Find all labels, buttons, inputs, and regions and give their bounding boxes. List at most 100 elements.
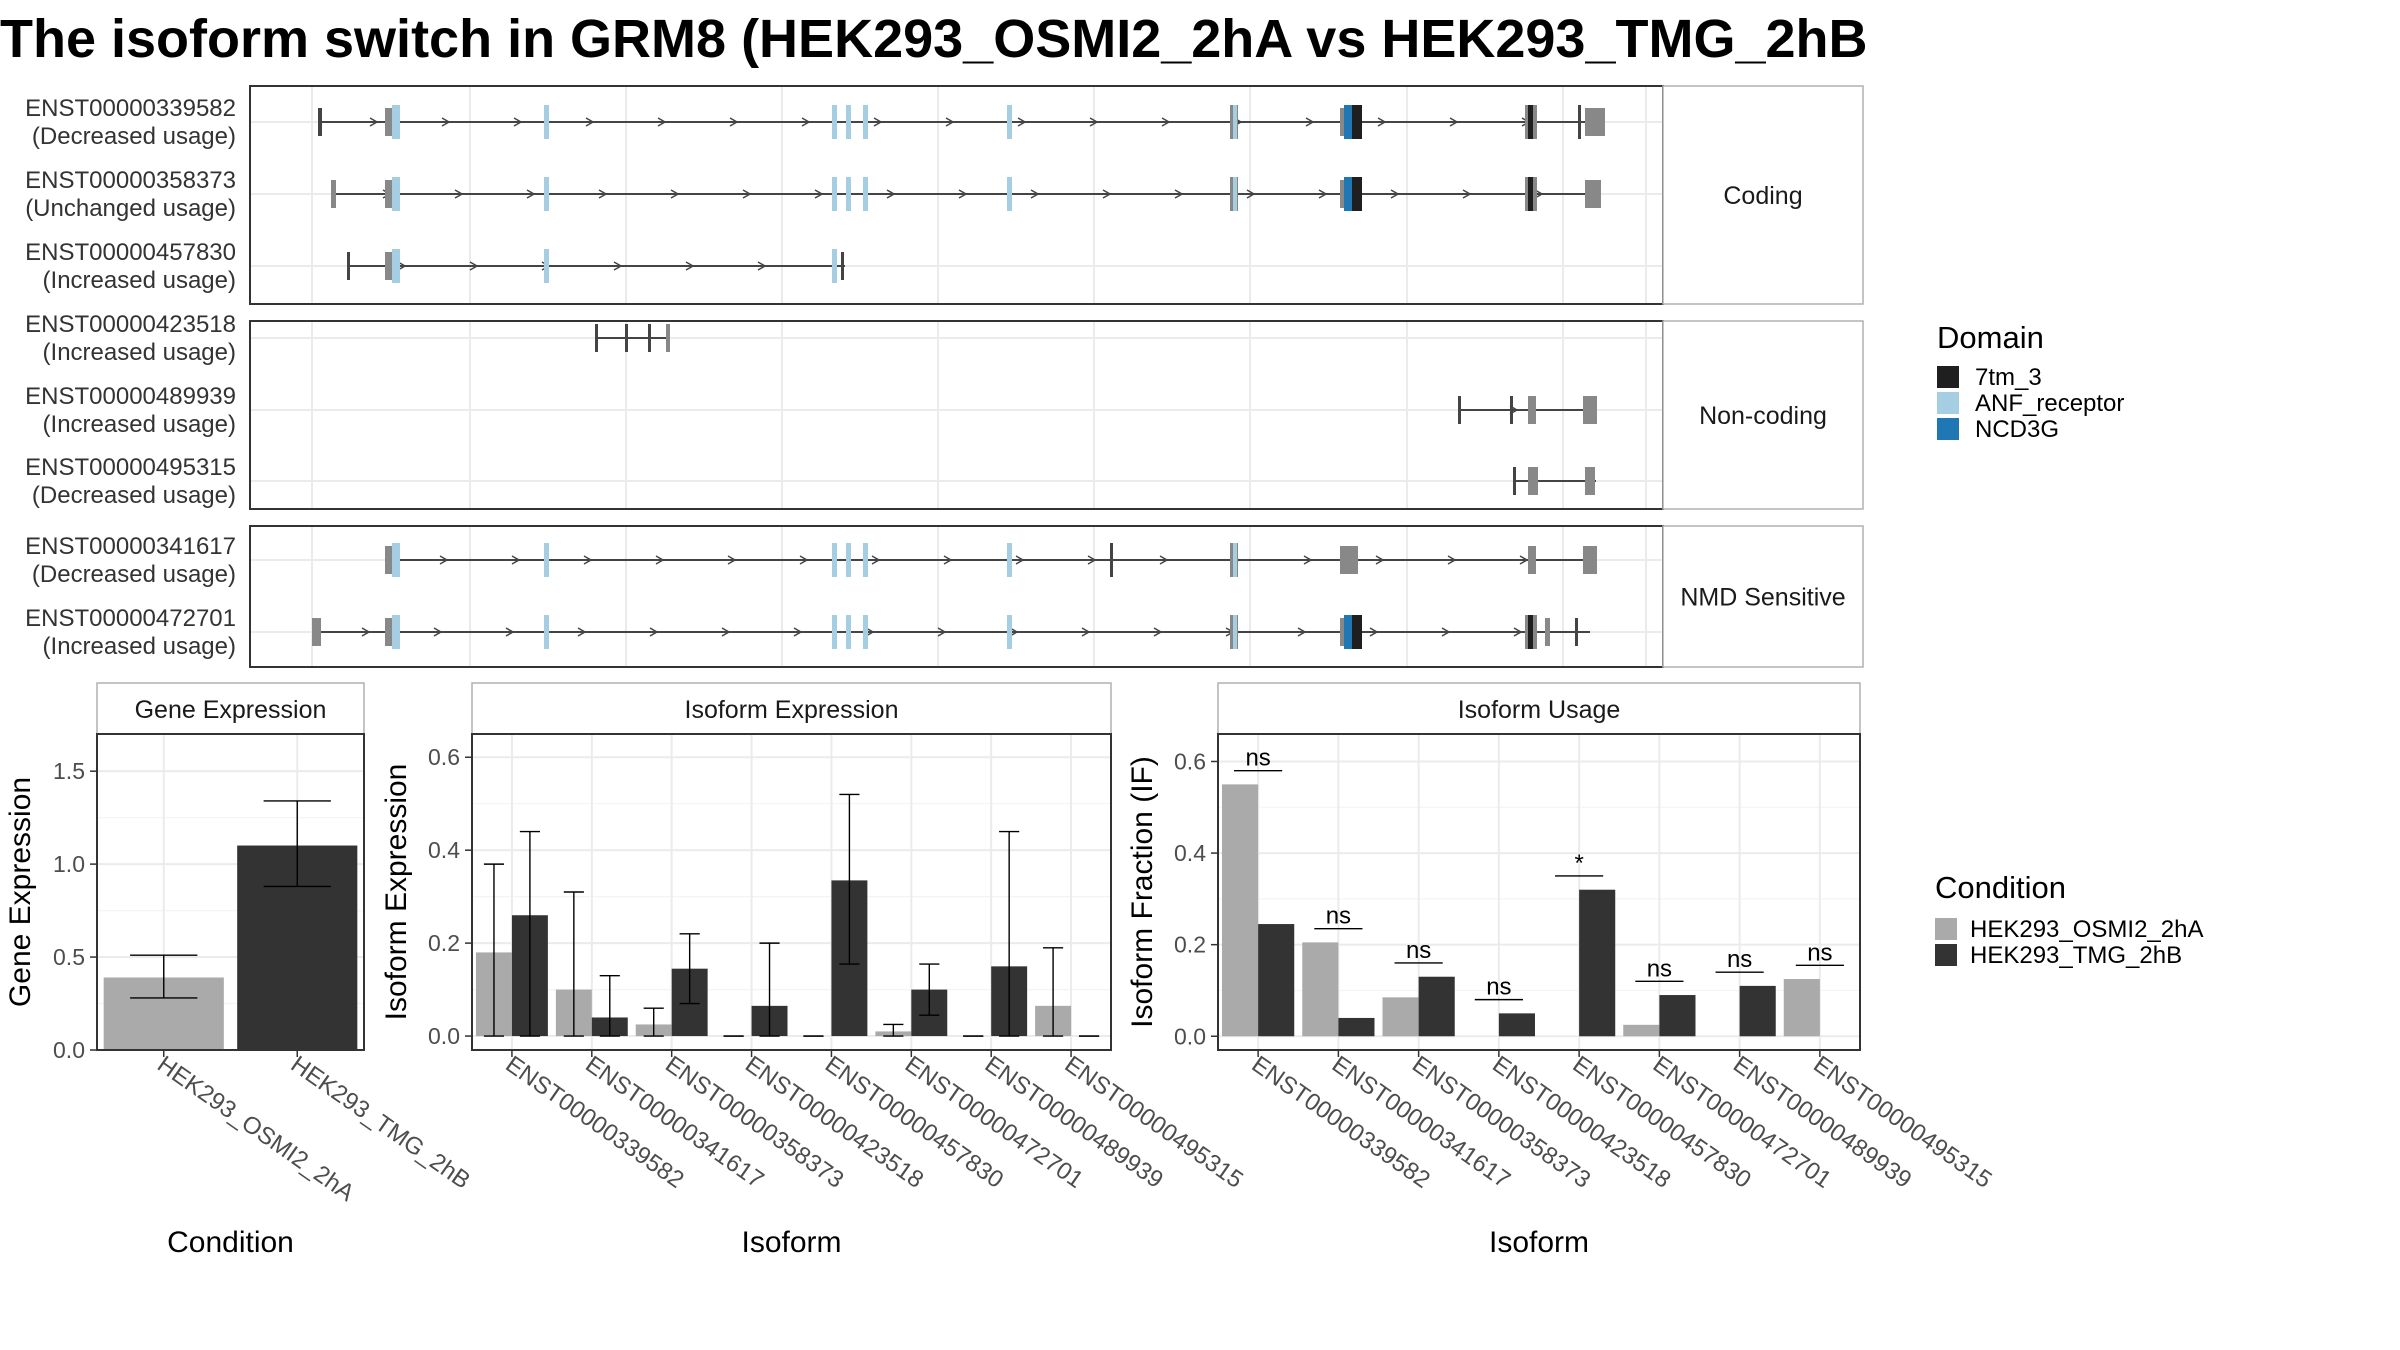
panel-strip (471, 682, 1112, 735)
strand-arrow (1017, 117, 1027, 127)
strand-arrow (397, 261, 407, 271)
bar (1222, 784, 1259, 1037)
strand-arrow (513, 117, 523, 127)
bar (1579, 889, 1616, 1037)
exon-block (832, 177, 837, 211)
isoform-id-label: ENST00000339582 (25, 95, 236, 122)
isoform-usage-label: (Increased usage) (43, 267, 236, 294)
y-tick-label: 0.0 (53, 1037, 85, 1063)
strand-arrow (685, 261, 695, 271)
strand-arrow (655, 555, 665, 565)
exon-block (1578, 105, 1581, 139)
isoform-usage-label: (Decreased usage) (32, 561, 236, 588)
exon-block (392, 543, 400, 577)
strand-arrow (1297, 627, 1307, 637)
isoform-usage-label: (Increased usage) (43, 633, 236, 660)
isoform-track-ENST00000472701: ENST00000472701(Increased usage) (25, 605, 1590, 660)
exon-block (841, 252, 844, 280)
exon-block (544, 249, 549, 283)
strand-arrow (361, 627, 371, 637)
isoform-track-ENST00000457830: ENST00000457830(Increased usage) (25, 239, 845, 294)
exon-block (1583, 396, 1597, 424)
strand-arrow (1159, 555, 1169, 565)
y-tick-label: 0.6 (1174, 748, 1206, 774)
strand-arrow (1513, 627, 1523, 637)
strand-arrow (577, 627, 587, 637)
domain-legend-label: ANF_receptor (1975, 390, 2124, 417)
significance-label: ns (1406, 937, 1431, 964)
condition-legend-swatch (1935, 944, 1957, 966)
domain-legend-swatch (1937, 418, 1959, 440)
domain-legend-swatch (1937, 366, 1959, 388)
strand-arrow (585, 117, 595, 127)
exon-block (312, 618, 321, 646)
strand-arrow (441, 117, 451, 127)
significance-label: * (1574, 850, 1583, 877)
exon-block (846, 543, 851, 577)
bar-panel-isoform-usage: Isoform Usage 0.0 0.2 0.4 0.6 ns ns ns ns * ns ns ns… (1126, 682, 1997, 1259)
exon-block (1352, 615, 1362, 649)
strand-arrow (1161, 117, 1171, 127)
strand-arrow (943, 555, 953, 565)
exon-block (392, 105, 400, 139)
exon-block (1528, 396, 1536, 424)
exon-block (846, 177, 851, 211)
panel-border (96, 733, 365, 1051)
strand-arrow (511, 555, 521, 565)
exon-block (1352, 177, 1362, 211)
isoform-track-ENST00000358373: ENST00000358373(Unchanged usage) (25, 167, 1601, 222)
panel-background (250, 526, 1663, 667)
strand-arrow (439, 555, 449, 565)
bar-panel-isoform-expression: Isoform Expression0.00.20.40.6ENST000003… (380, 682, 1248, 1259)
exon-block (544, 615, 549, 649)
exon-block (832, 543, 837, 577)
exon-block (1344, 105, 1352, 139)
panel-border (1217, 733, 1861, 1051)
strand-arrow (1089, 117, 1099, 127)
strand-arrow (1305, 117, 1315, 127)
exon-block (1352, 105, 1362, 139)
exon-block (1344, 177, 1352, 211)
panel-strip (96, 682, 365, 735)
exon-block (1510, 396, 1513, 424)
strand-arrow (1449, 117, 1459, 127)
panel-strip-label: Non-coding (1699, 402, 1827, 430)
isoform-track-ENST00000489939: ENST00000489939(Increased usage) (25, 383, 1597, 438)
y-tick-label: 0.4 (428, 837, 460, 863)
x-axis-title: Condition (167, 1226, 294, 1259)
exon-block (1233, 543, 1237, 577)
strand-arrow (1153, 627, 1163, 637)
isoform-usage-label: (Increased usage) (43, 339, 236, 366)
x-axis-title: Isoform (741, 1226, 841, 1259)
bar (1623, 1024, 1660, 1037)
exon-block (331, 180, 336, 208)
exon-block (544, 105, 549, 139)
bar (1418, 976, 1455, 1037)
exon-block (1583, 546, 1597, 574)
domain-legend-label: NCD3G (1975, 416, 2059, 443)
strand-arrow (1519, 555, 1529, 565)
bar (1258, 924, 1295, 1037)
panel-strip (1217, 682, 1861, 735)
page-title: The isoform switch in GRM8 (HEK293_OSMI2… (0, 9, 1868, 69)
exon-block (392, 615, 400, 649)
y-tick-label: 1.0 (53, 851, 85, 877)
strand-arrow (1015, 555, 1025, 565)
condition-legend-title: Condition (1935, 870, 2066, 905)
exon-block (625, 324, 628, 352)
domain-legend-label: 7tm_3 (1975, 364, 2042, 391)
strand-arrow (1087, 555, 1097, 565)
strand-arrow (1030, 189, 1040, 199)
exon-block (1007, 177, 1012, 211)
strand-arrow (1318, 189, 1328, 199)
strand-arrow (1534, 189, 1544, 199)
strand-arrow (1081, 627, 1091, 637)
exon-block (1233, 105, 1237, 139)
isoform-id-label: ENST00000472701 (25, 605, 236, 632)
strand-arrow (729, 117, 739, 127)
exon-block (863, 543, 868, 577)
exon-block (832, 615, 837, 649)
isoform-id-label: ENST00000495315 (25, 454, 236, 481)
